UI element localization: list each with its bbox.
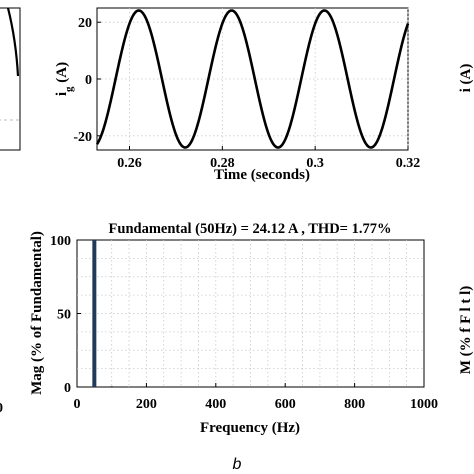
current-plot-frame bbox=[96, 7, 409, 151]
fft-x-axis-label: Frequency (Hz) bbox=[200, 420, 300, 436]
fft-y-tick-label: 50 bbox=[57, 308, 71, 323]
current-plot-ticks: 0.26 0.28 0.3 0.32 20 0 -20 bbox=[73, 16, 420, 171]
current-y-tick-label: 0 bbox=[85, 73, 92, 88]
fft-plot-ticks: 0 200 400 600 800 1000 0 50 100 bbox=[50, 234, 438, 412]
current-series-line bbox=[95, 9, 410, 149]
fft-x-tick-label: 400 bbox=[205, 397, 226, 412]
fft-bars bbox=[92, 240, 131, 388]
current-x-tick-label: 0.26 bbox=[117, 156, 142, 171]
current-waveform-chart: 0.26 0.28 0.3 0.32 20 0 -20 Time (seconds) ig … bbox=[54, 7, 420, 183]
fft-y-tick-label: 100 bbox=[50, 234, 71, 249]
fft-x-tick-label: 600 bbox=[275, 397, 296, 412]
fft-x-tick-label: 200 bbox=[136, 397, 157, 412]
fft-y-axis-label: Mag (% of Fundamental) bbox=[29, 231, 45, 395]
current-y-tick-label: 20 bbox=[78, 16, 92, 31]
fundamental-bar bbox=[92, 240, 97, 387]
current-x-tick-label: 0.28 bbox=[210, 156, 235, 171]
right-neighbor-ylabel-bottom: M (% f F l t l) bbox=[458, 286, 474, 375]
current-x-axis-label: Time (seconds) bbox=[214, 167, 310, 183]
current-x-tick-label: 0.32 bbox=[396, 156, 421, 171]
current-y-label-main: i bbox=[54, 92, 70, 96]
current-y-label-sub: g bbox=[63, 86, 75, 92]
current-y-axis-label: ig (A) bbox=[54, 62, 75, 96]
current-x-tick-label: 0.3 bbox=[306, 156, 324, 171]
left-neighbor-tick: 0 bbox=[0, 401, 3, 416]
figure-sublabel: b bbox=[233, 456, 242, 473]
fft-spectrum-chart: Fundamental (50Hz) = 24.12 A , THD= 1.77… bbox=[29, 221, 438, 436]
current-y-label-unit: (A) bbox=[54, 62, 70, 87]
harmonic-bar bbox=[110, 386, 113, 387]
left-neighbor-fragment bbox=[0, 7, 21, 151]
fft-x-tick-label: 1000 bbox=[410, 397, 438, 412]
fft-plot-title: Fundamental (50Hz) = 24.12 A , THD= 1.77… bbox=[109, 221, 392, 237]
fft-plot-grid bbox=[77, 240, 424, 387]
fft-x-tick-label: 0 bbox=[74, 397, 81, 412]
fft-y-tick-label: 0 bbox=[64, 381, 71, 396]
fft-x-tick-label: 800 bbox=[344, 397, 365, 412]
right-neighbor-ylabel-top: i (A) bbox=[458, 64, 474, 93]
harmonic-bar bbox=[128, 386, 131, 388]
current-y-tick-label: -20 bbox=[73, 130, 92, 145]
